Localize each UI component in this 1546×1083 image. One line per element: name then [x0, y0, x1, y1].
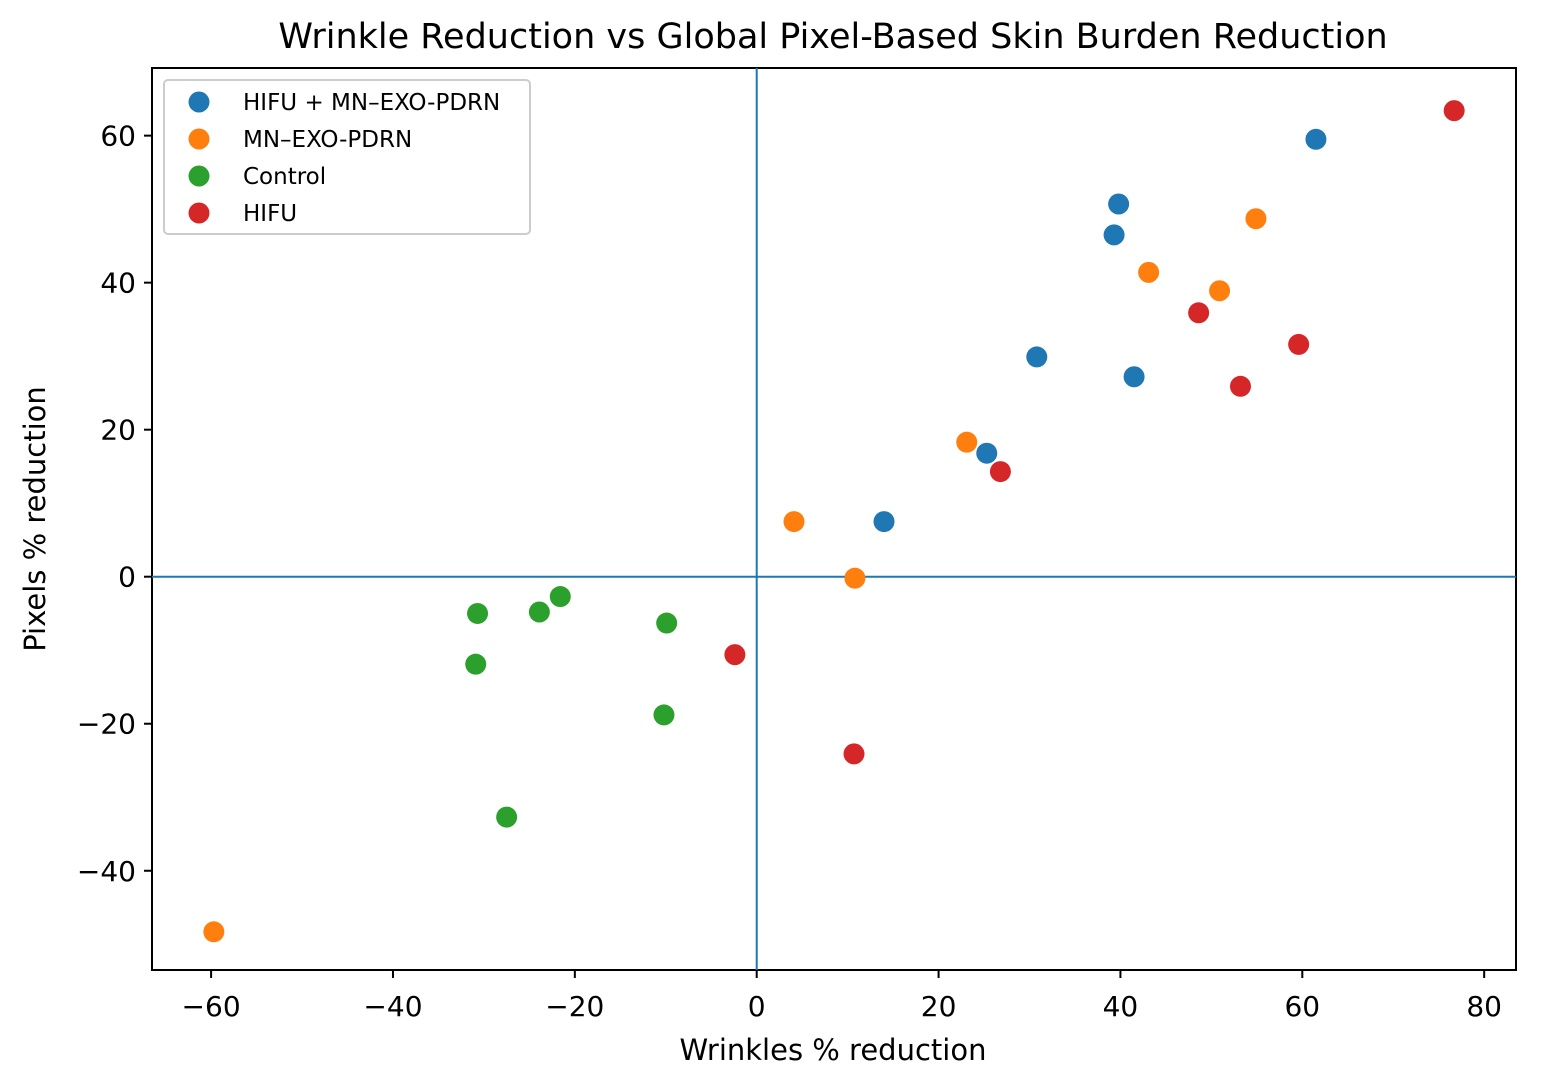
legend-label: HIFU — [243, 201, 297, 227]
data-point — [1229, 375, 1251, 397]
data-point — [844, 567, 866, 589]
chart-title: Wrinkle Reduction vs Global Pixel-Based … — [278, 17, 1387, 57]
legend-marker — [188, 128, 210, 150]
x-axis-label: Wrinkles % reduction — [680, 1033, 987, 1067]
series-3 — [724, 100, 1465, 765]
y-tick-label: −40 — [77, 855, 136, 888]
data-point — [1138, 261, 1160, 283]
series-2 — [465, 586, 678, 828]
x-tick-label: 60 — [1284, 990, 1320, 1023]
data-point — [783, 511, 805, 533]
legend-items: HIFU + MN–EXO-PDRN MN–EXO-PDRN Control HIFU — [188, 90, 500, 227]
data-point — [1188, 302, 1210, 324]
data-point — [549, 586, 571, 608]
data-point — [1026, 346, 1048, 368]
data-point — [724, 644, 746, 666]
series-0 — [873, 128, 1327, 533]
legend-label: Control — [243, 164, 326, 190]
data-point — [873, 511, 895, 533]
x-tick-label: 40 — [1103, 990, 1139, 1023]
data-points — [203, 100, 1465, 943]
data-point — [653, 704, 675, 726]
legend-label: MN–EXO-PDRN — [243, 127, 412, 153]
y-tick-label: −20 — [77, 708, 136, 741]
legend-label: HIFU + MN–EXO-PDRN — [243, 90, 500, 116]
data-point — [528, 601, 550, 623]
y-tick-label: 20 — [100, 414, 136, 447]
data-point — [465, 653, 487, 675]
x-tick-label: −40 — [363, 990, 422, 1023]
data-point — [1108, 193, 1130, 215]
legend-marker — [188, 165, 210, 187]
data-point — [1123, 366, 1145, 388]
x-tick-label: −20 — [545, 990, 604, 1023]
series-1 — [203, 208, 1267, 943]
x-tick-label: 80 — [1466, 990, 1502, 1023]
x-tick-label: 0 — [748, 990, 766, 1023]
data-point — [1103, 224, 1125, 246]
data-point — [1288, 333, 1310, 355]
data-point — [976, 442, 998, 464]
y-tick-label: 0 — [118, 561, 136, 594]
data-point — [1305, 128, 1327, 150]
y-axis-label: Pixels % reduction — [18, 386, 52, 652]
legend-marker — [188, 91, 210, 113]
data-point — [656, 612, 678, 634]
legend-frame — [163, 79, 531, 235]
x-axis-ticks: −60 −40 −20 0 20 40 60 80 — [182, 970, 1502, 1023]
data-point — [496, 806, 518, 828]
legend-marker — [188, 202, 210, 224]
y-tick-label: 40 — [100, 267, 136, 300]
y-axis-ticks: −40 −20 0 20 40 60 — [77, 120, 152, 888]
x-tick-label: 20 — [921, 990, 957, 1023]
reference-lines — [152, 68, 1516, 970]
legend: HIFU + MN–EXO-PDRN MN–EXO-PDRN Control HIFU — [163, 79, 531, 235]
data-point — [1209, 280, 1231, 302]
data-point — [203, 921, 225, 943]
data-point — [956, 431, 978, 453]
y-tick-label: 60 — [100, 120, 136, 153]
data-point — [843, 743, 865, 765]
x-tick-label: −60 — [182, 990, 241, 1023]
data-point — [989, 461, 1011, 483]
data-point — [1443, 100, 1465, 122]
data-point — [1245, 208, 1267, 230]
data-point — [467, 602, 489, 624]
